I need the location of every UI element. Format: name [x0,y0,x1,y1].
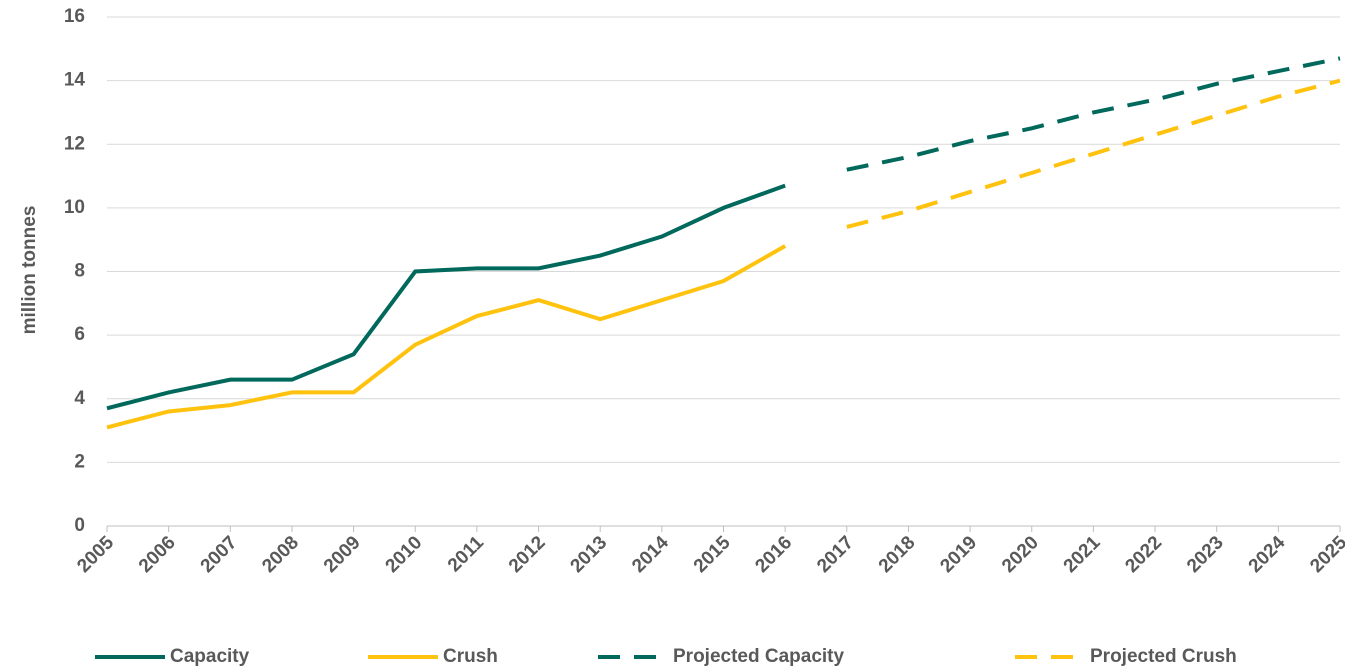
y-tick-label: 10 [64,197,85,218]
x-tick-label: 2008 [258,532,303,577]
x-tick-label: 2025 [1306,532,1345,577]
x-tick-label: 2015 [690,532,735,577]
x-tick-label: 2011 [444,532,488,576]
y-tick-label: 4 [74,388,85,409]
x-tick-label: 2020 [998,532,1043,577]
x-tick-label: 2005 [73,532,118,577]
x-tick-label: 2006 [135,532,180,577]
y-tick-label: 2 [74,451,85,472]
x-tick-label: 2012 [505,532,550,577]
x-tick-label: 2013 [567,532,612,577]
x-tick-label: 2022 [1121,532,1166,577]
y-tick-label: 16 [64,6,85,27]
x-tick-label: 2007 [197,532,242,577]
series-line [846,56,1341,172]
x-tick-label: 2016 [751,532,796,577]
series-line [106,183,786,411]
legend-label: Projected Crush [1090,646,1237,667]
y-tick-label: 14 [64,70,86,91]
x-tick-label: 2023 [1183,532,1228,577]
y-tick-label: 6 [74,324,85,345]
legend-label: Crush [443,646,498,667]
series-line [846,78,1341,229]
y-axis-label: million tonnes [19,206,40,335]
x-tick-label: 2017 [813,532,858,577]
x-tick-label: 2024 [1245,532,1290,577]
x-tick-label: 2018 [875,532,920,577]
x-tick-label: 2019 [936,532,981,577]
x-tick-label: 2014 [628,532,673,577]
legend-label: Capacity [170,646,250,667]
x-tick-label: 2021 [1060,532,1105,577]
x-tick-label: 2010 [382,532,427,577]
legend-label: Projected Capacity [673,646,844,667]
y-tick-label: 8 [74,261,85,282]
x-tick-label: 2009 [320,532,365,577]
series-line [106,244,787,430]
y-tick-label: 0 [74,515,85,536]
y-tick-label: 12 [64,133,85,154]
